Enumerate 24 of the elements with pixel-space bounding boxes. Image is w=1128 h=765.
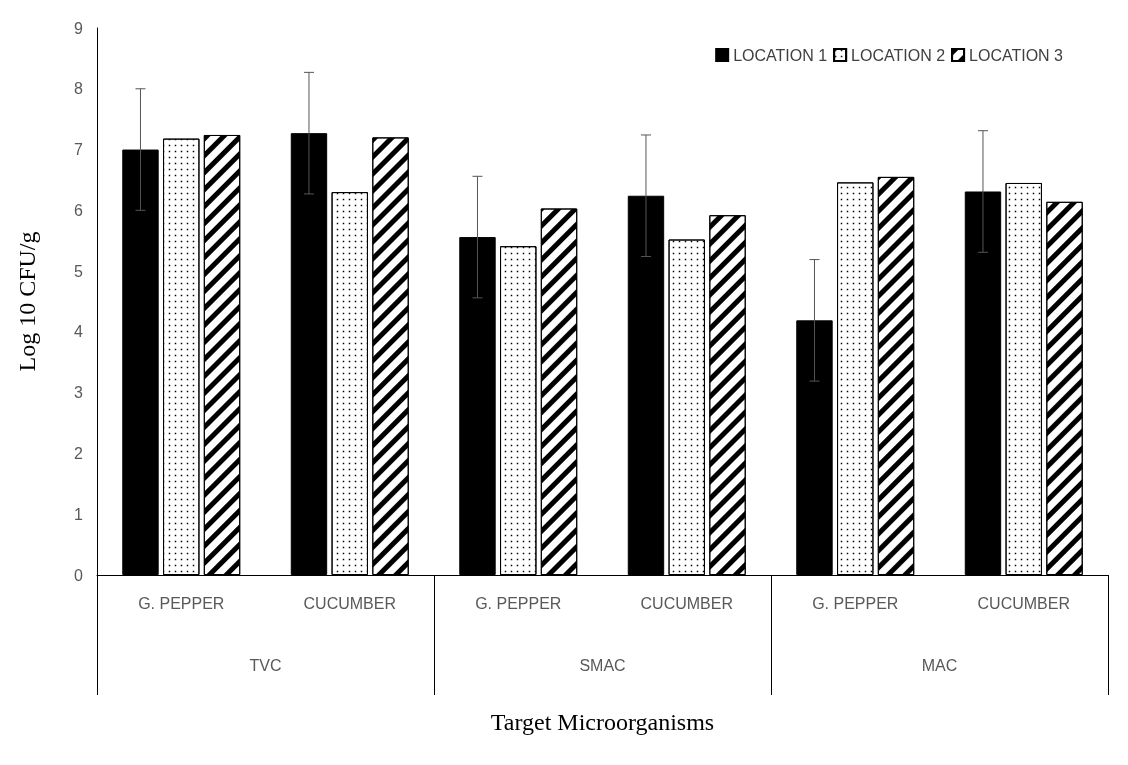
- y-tick-label: 6: [74, 201, 84, 219]
- x-tick-label: G. PEPPER: [812, 594, 899, 612]
- y-tick-label: 2: [74, 444, 84, 462]
- legend-label: LOCATION 1: [733, 46, 828, 64]
- text: MAC: [921, 656, 958, 674]
- x-tick-label: G. PEPPER: [138, 594, 225, 612]
- y-tick-label: 0: [74, 566, 84, 584]
- x-axis-title: Target Microorganisms: [490, 709, 715, 735]
- y-tick-label: 9: [74, 19, 84, 37]
- y-tick-label: 8: [74, 80, 84, 98]
- x-tick-label: CUCUMBER: [303, 594, 396, 612]
- y-tick-label: 4: [74, 323, 84, 341]
- y-tick-label: 5: [74, 262, 84, 280]
- text: TVC: [249, 656, 282, 674]
- x-tick-label: CUCUMBER: [640, 594, 733, 612]
- text: SMAC: [579, 656, 626, 674]
- legend-label: LOCATION 2: [851, 46, 946, 64]
- y-tick-label: 3: [74, 384, 84, 402]
- y-tick-label: 7: [74, 141, 84, 159]
- legend-label: LOCATION 3: [969, 46, 1064, 64]
- x-tick-label: G. PEPPER: [475, 594, 562, 612]
- x-tick-label: CUCUMBER: [977, 594, 1070, 612]
- y-tick-label: 1: [74, 505, 84, 523]
- y-axis-title: Log 10 CFU/g: [14, 231, 40, 372]
